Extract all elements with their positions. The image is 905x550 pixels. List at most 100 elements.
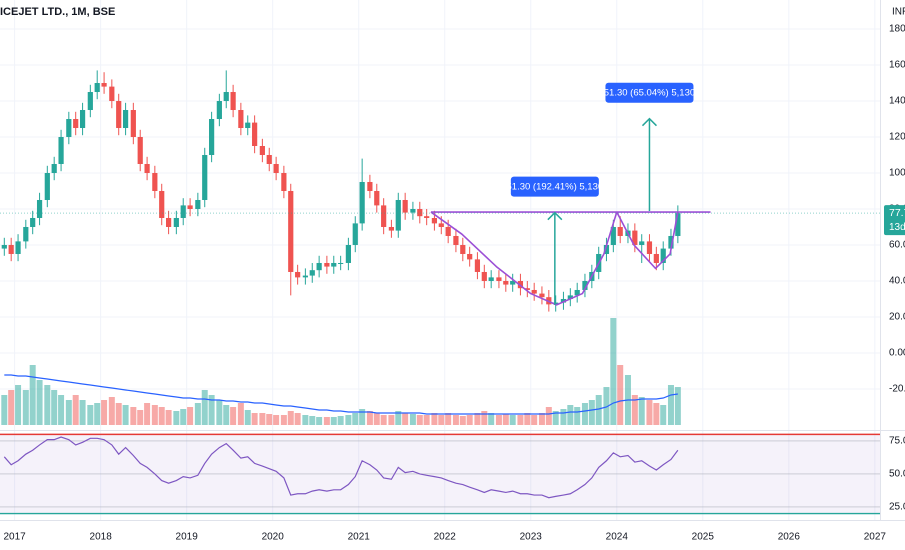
x-tick-label: 2022 [434,532,457,543]
volume-bar [108,397,115,425]
volume-bar [409,414,416,425]
volume-bar [151,405,158,425]
candle-body [438,223,444,227]
volume-bar [423,415,430,425]
volume-bar [631,395,638,425]
volume-bar [180,409,187,425]
rsi-line [3,436,679,499]
price-tag [884,205,905,236]
candle-body [144,163,150,173]
candle-body [152,172,158,191]
volume-bar [488,413,495,425]
candle-body [660,248,666,263]
y-tick-label: 180.00 [889,24,905,35]
candle-body [202,155,208,200]
volume-bar [388,415,395,425]
volume-bar [531,415,538,425]
x-tick-label: 2027 [864,532,887,543]
arrow-head [547,211,563,221]
candle-body [166,217,172,227]
candle-body [273,163,279,173]
volume-bar [158,407,165,425]
volume-bar [8,390,15,425]
arrow-head [641,117,657,127]
volume-bar [323,417,330,425]
measure-label: 51.30 (65.04%) 5,130 [604,88,695,99]
volume-bar [646,400,653,425]
volume-bar [595,395,602,425]
volume-bar [251,413,258,425]
candle-body [460,244,466,254]
candle-body [309,270,315,276]
candle-body [216,101,222,120]
x-tick-label: 2021 [348,532,371,543]
candle-body [424,216,430,218]
handle-curve [616,211,679,270]
candle-body [230,92,236,111]
volume-bar [438,415,445,425]
candle-body [316,262,322,271]
candle-body [73,119,79,129]
candle-body [180,205,186,218]
x-tick-label: 2017 [3,532,26,543]
volume-bar [366,411,373,425]
candle-body [632,230,638,245]
x-tick-label: 2025 [692,532,715,543]
candle-body [302,275,308,278]
candle-body [675,213,681,236]
volume-bar [431,413,438,425]
volume-bar [674,387,681,425]
volume-bar [87,405,94,425]
candle-body [79,110,86,129]
candle-body [245,122,251,129]
volume-bar [445,413,452,425]
volume-bar [51,390,58,425]
volume-bar [610,318,617,425]
candle-body [582,280,588,290]
candle-body [30,217,36,227]
y-tick-label: 0.00 [889,348,905,359]
candle-body [567,295,573,299]
volume-bar [230,407,237,425]
volume-bar [538,413,545,425]
candle-body [338,262,344,264]
volume-bar [1,395,8,425]
currency-label: INR [892,7,905,18]
candle-body [445,226,451,236]
volume-bar [352,413,359,425]
candle-body [553,302,559,305]
candle-body [195,199,201,209]
candle-body [417,208,423,217]
y-tick-label: 140.00 [889,96,905,107]
candle-body [481,271,487,281]
candle-body [617,226,623,236]
volume-bar [373,413,380,425]
candle-body [159,190,165,218]
volume-bar [474,413,481,425]
volume-bar [667,385,674,425]
candle-body [639,241,645,245]
x-tick-label: 2026 [778,532,801,543]
price-tag-label: 77.7 [889,207,905,219]
volume-bar [273,415,280,425]
candle-body [345,244,351,263]
candle-body [503,280,509,285]
y-tick-label: 100.00 [889,168,905,179]
candle-body [453,235,459,245]
volume-bar [452,415,459,425]
candle-body [252,122,258,147]
y-tick-label: 120.00 [889,132,905,143]
x-tick-label: 2019 [176,532,199,543]
candle-body [130,110,136,138]
y-tick-label: 40.00 [889,276,905,287]
volume-bar [72,395,79,425]
volume-bar [36,380,43,425]
candle-body [44,172,50,200]
candle-body [374,190,380,206]
candle-body [367,181,373,191]
rsi-tick-label: 50.00 [889,469,905,480]
candle-body [58,137,64,164]
candle-body [410,208,416,213]
